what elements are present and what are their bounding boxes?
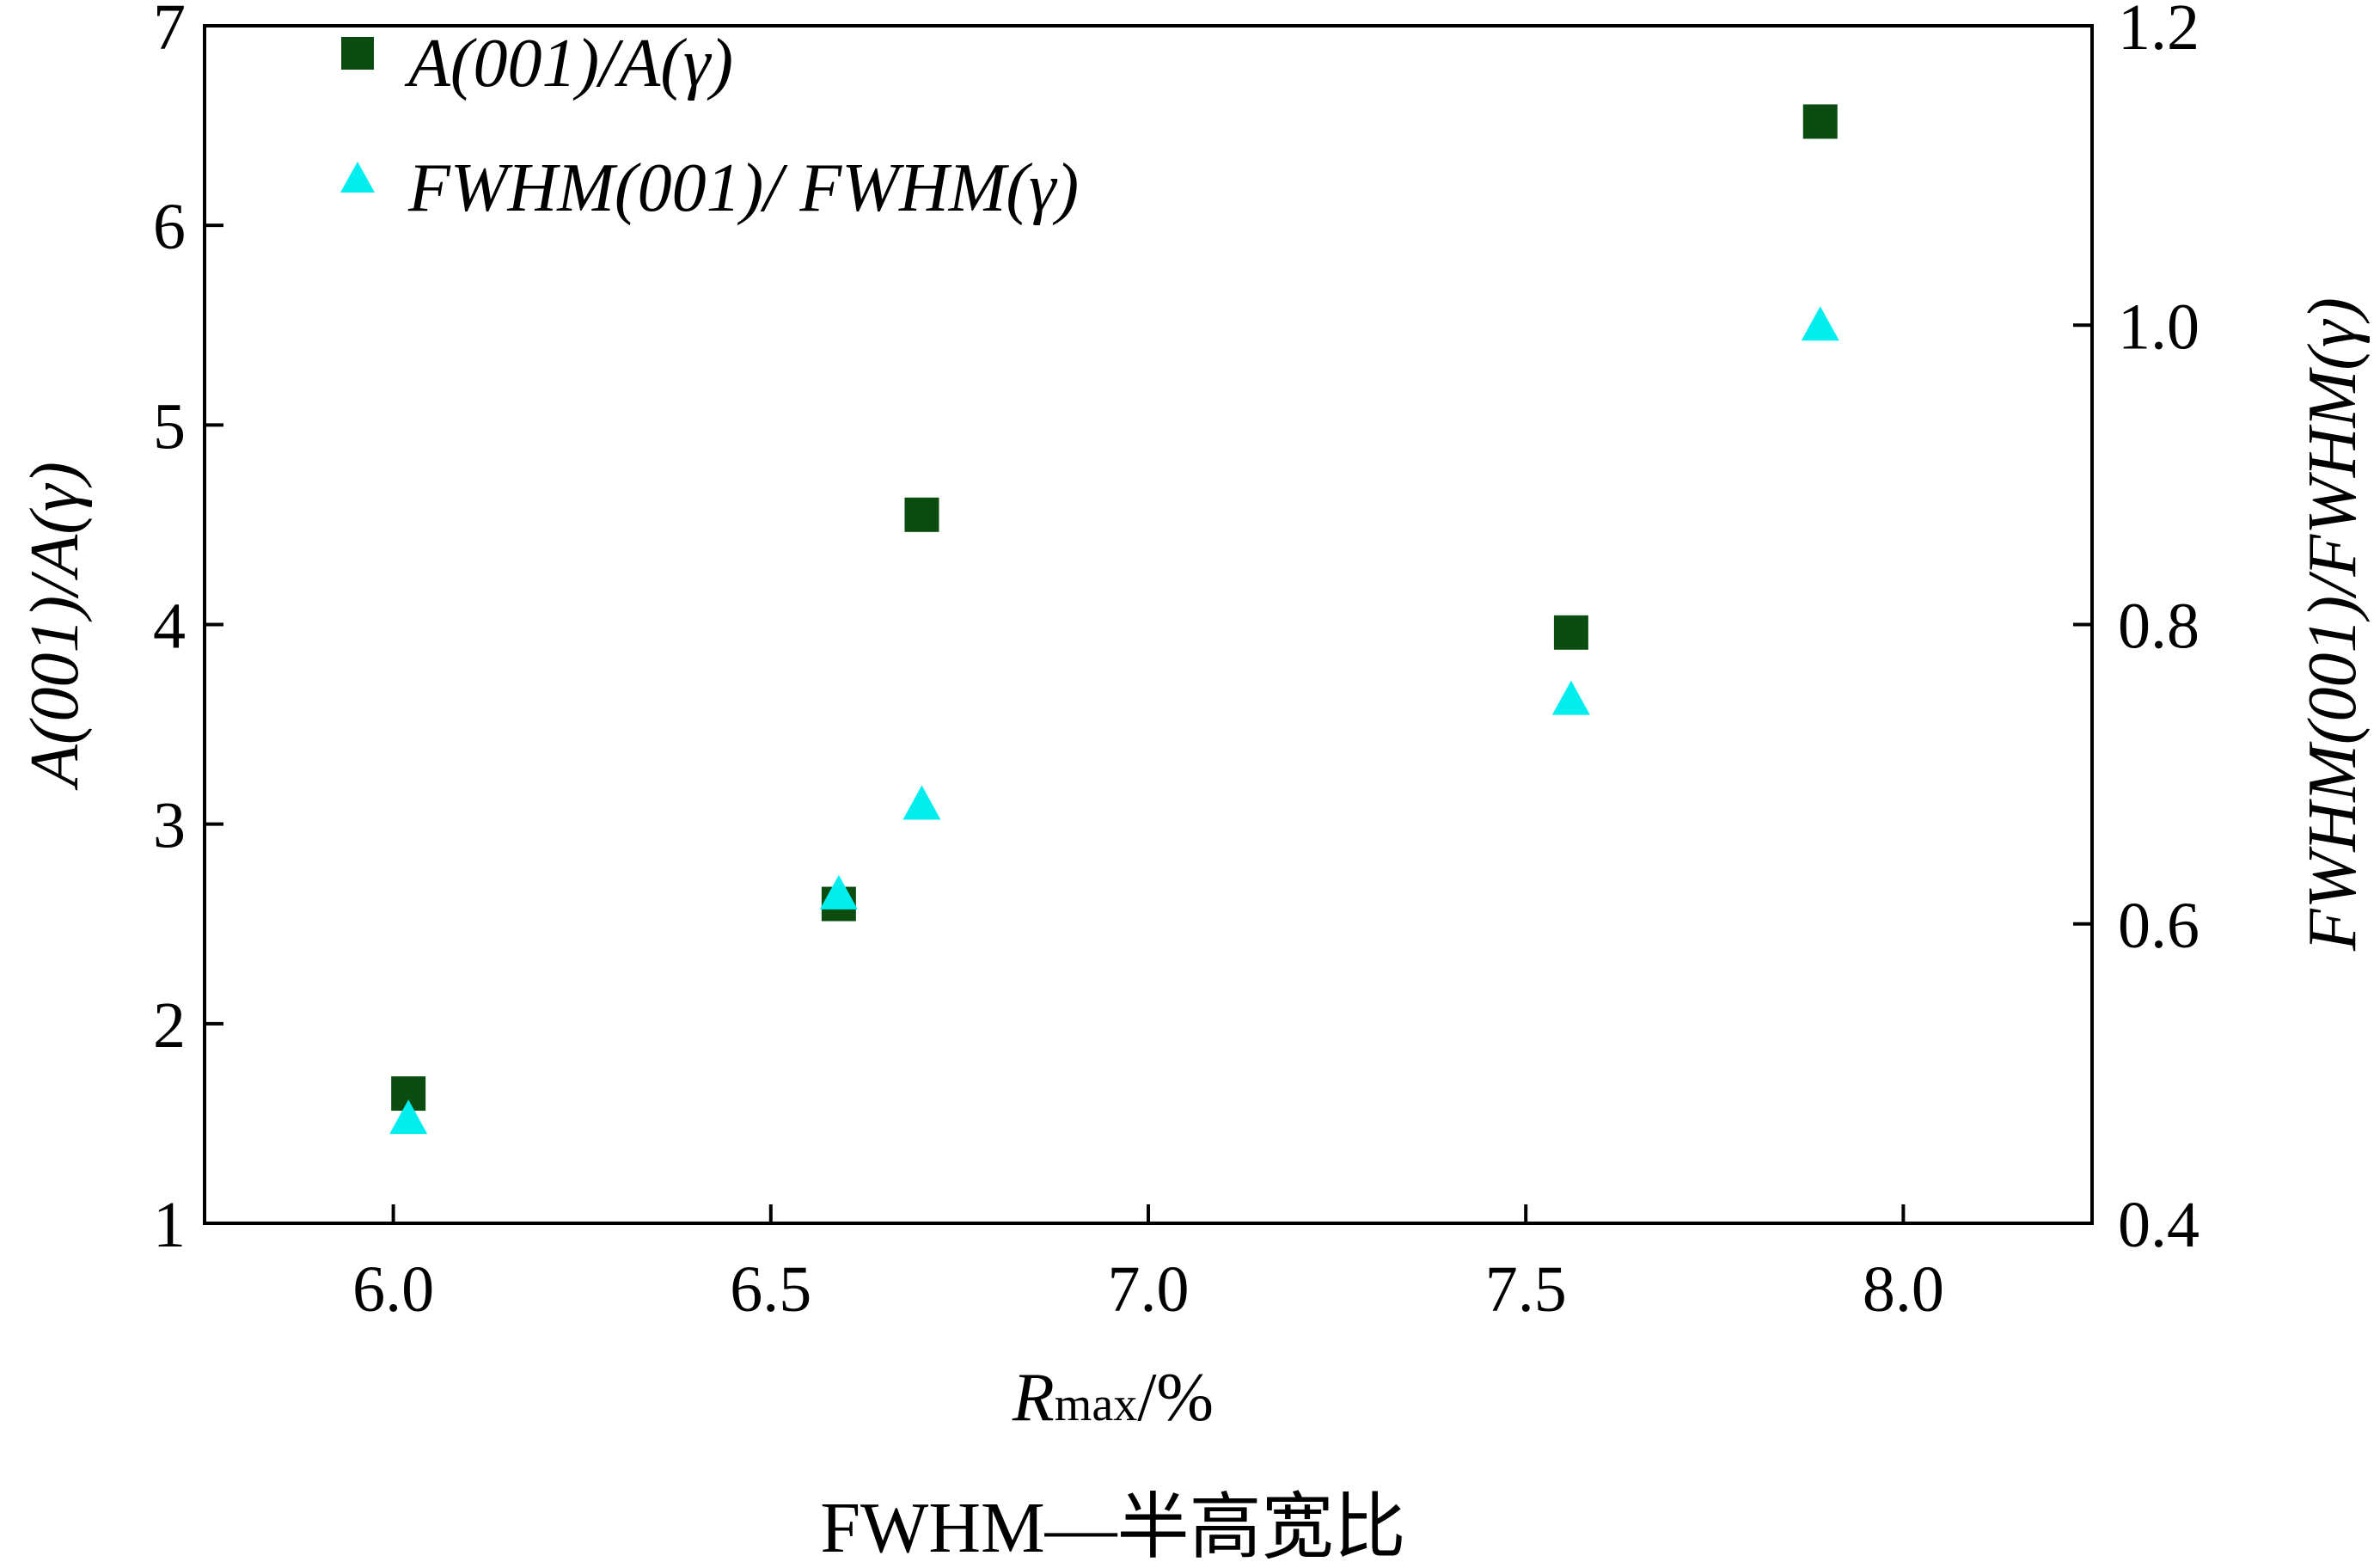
x-tick-label: 8.0 <box>1863 1253 1944 1326</box>
legend-label-fwhm-ratio: FWHM(001)/ FWHM(γ) <box>407 150 1079 226</box>
point-a-ratio <box>1553 615 1588 650</box>
x-tick-label: 6.0 <box>352 1253 434 1326</box>
legend-label-a-ratio: A(001)/A(γ) <box>404 26 733 101</box>
legend-marker-triangle <box>340 162 375 193</box>
left-tick-label: 4 <box>153 591 186 663</box>
point-a-ratio <box>1802 104 1838 139</box>
legend-marker-square <box>341 37 374 70</box>
x-axis-title-main: R <box>1012 1360 1055 1436</box>
left-axis-ticks: 1 2 3 4 5 6 7 <box>153 0 223 1261</box>
left-tick-label: 6 <box>153 191 186 263</box>
left-axis-title: A(001)/A(γ) <box>17 462 93 791</box>
point-fwhm-ratio <box>1551 680 1590 715</box>
x-axis-title-sub: max <box>1055 1378 1137 1431</box>
point-fwhm-ratio <box>902 785 941 820</box>
left-tick-label: 3 <box>153 790 186 862</box>
data-points <box>389 104 1839 1135</box>
point-fwhm-ratio <box>819 874 858 910</box>
right-tick-label: 0.4 <box>2118 1189 2200 1261</box>
left-tick-label: 7 <box>153 0 186 64</box>
figure-caption: FWHM—半高宽比 <box>820 1488 1405 1568</box>
right-tick-label: 1.0 <box>2118 291 2200 363</box>
x-axis-ticks: 6.0 6.5 7.0 7.5 8.0 <box>352 1204 1944 1326</box>
right-tick-label: 0.8 <box>2118 591 2200 663</box>
left-tick-label: 2 <box>153 989 186 1062</box>
right-tick-label: 1.2 <box>2118 0 2200 64</box>
right-axis-title: FWHM(001)/FWHM(γ) <box>2295 297 2371 952</box>
right-tick-label: 0.6 <box>2118 890 2200 962</box>
left-tick-label: 5 <box>153 390 186 462</box>
x-axis-title-suffix: /% <box>1137 1360 1214 1436</box>
x-tick-label: 6.5 <box>730 1253 811 1326</box>
x-axis-title: Rmax/% <box>1012 1360 1214 1436</box>
x-tick-label: 7.0 <box>1108 1253 1190 1326</box>
point-a-ratio <box>904 497 939 532</box>
point-fwhm-ratio <box>389 1099 428 1135</box>
x-tick-label: 7.5 <box>1485 1253 1567 1326</box>
legend: A(001)/A(γ) FWHM(001)/ FWHM(γ) <box>340 26 1079 226</box>
point-fwhm-ratio <box>1801 306 1839 341</box>
left-tick-label: 1 <box>153 1189 186 1261</box>
right-axis-ticks: 0.4 0.6 0.8 1.0 1.2 <box>2073 0 2200 1261</box>
